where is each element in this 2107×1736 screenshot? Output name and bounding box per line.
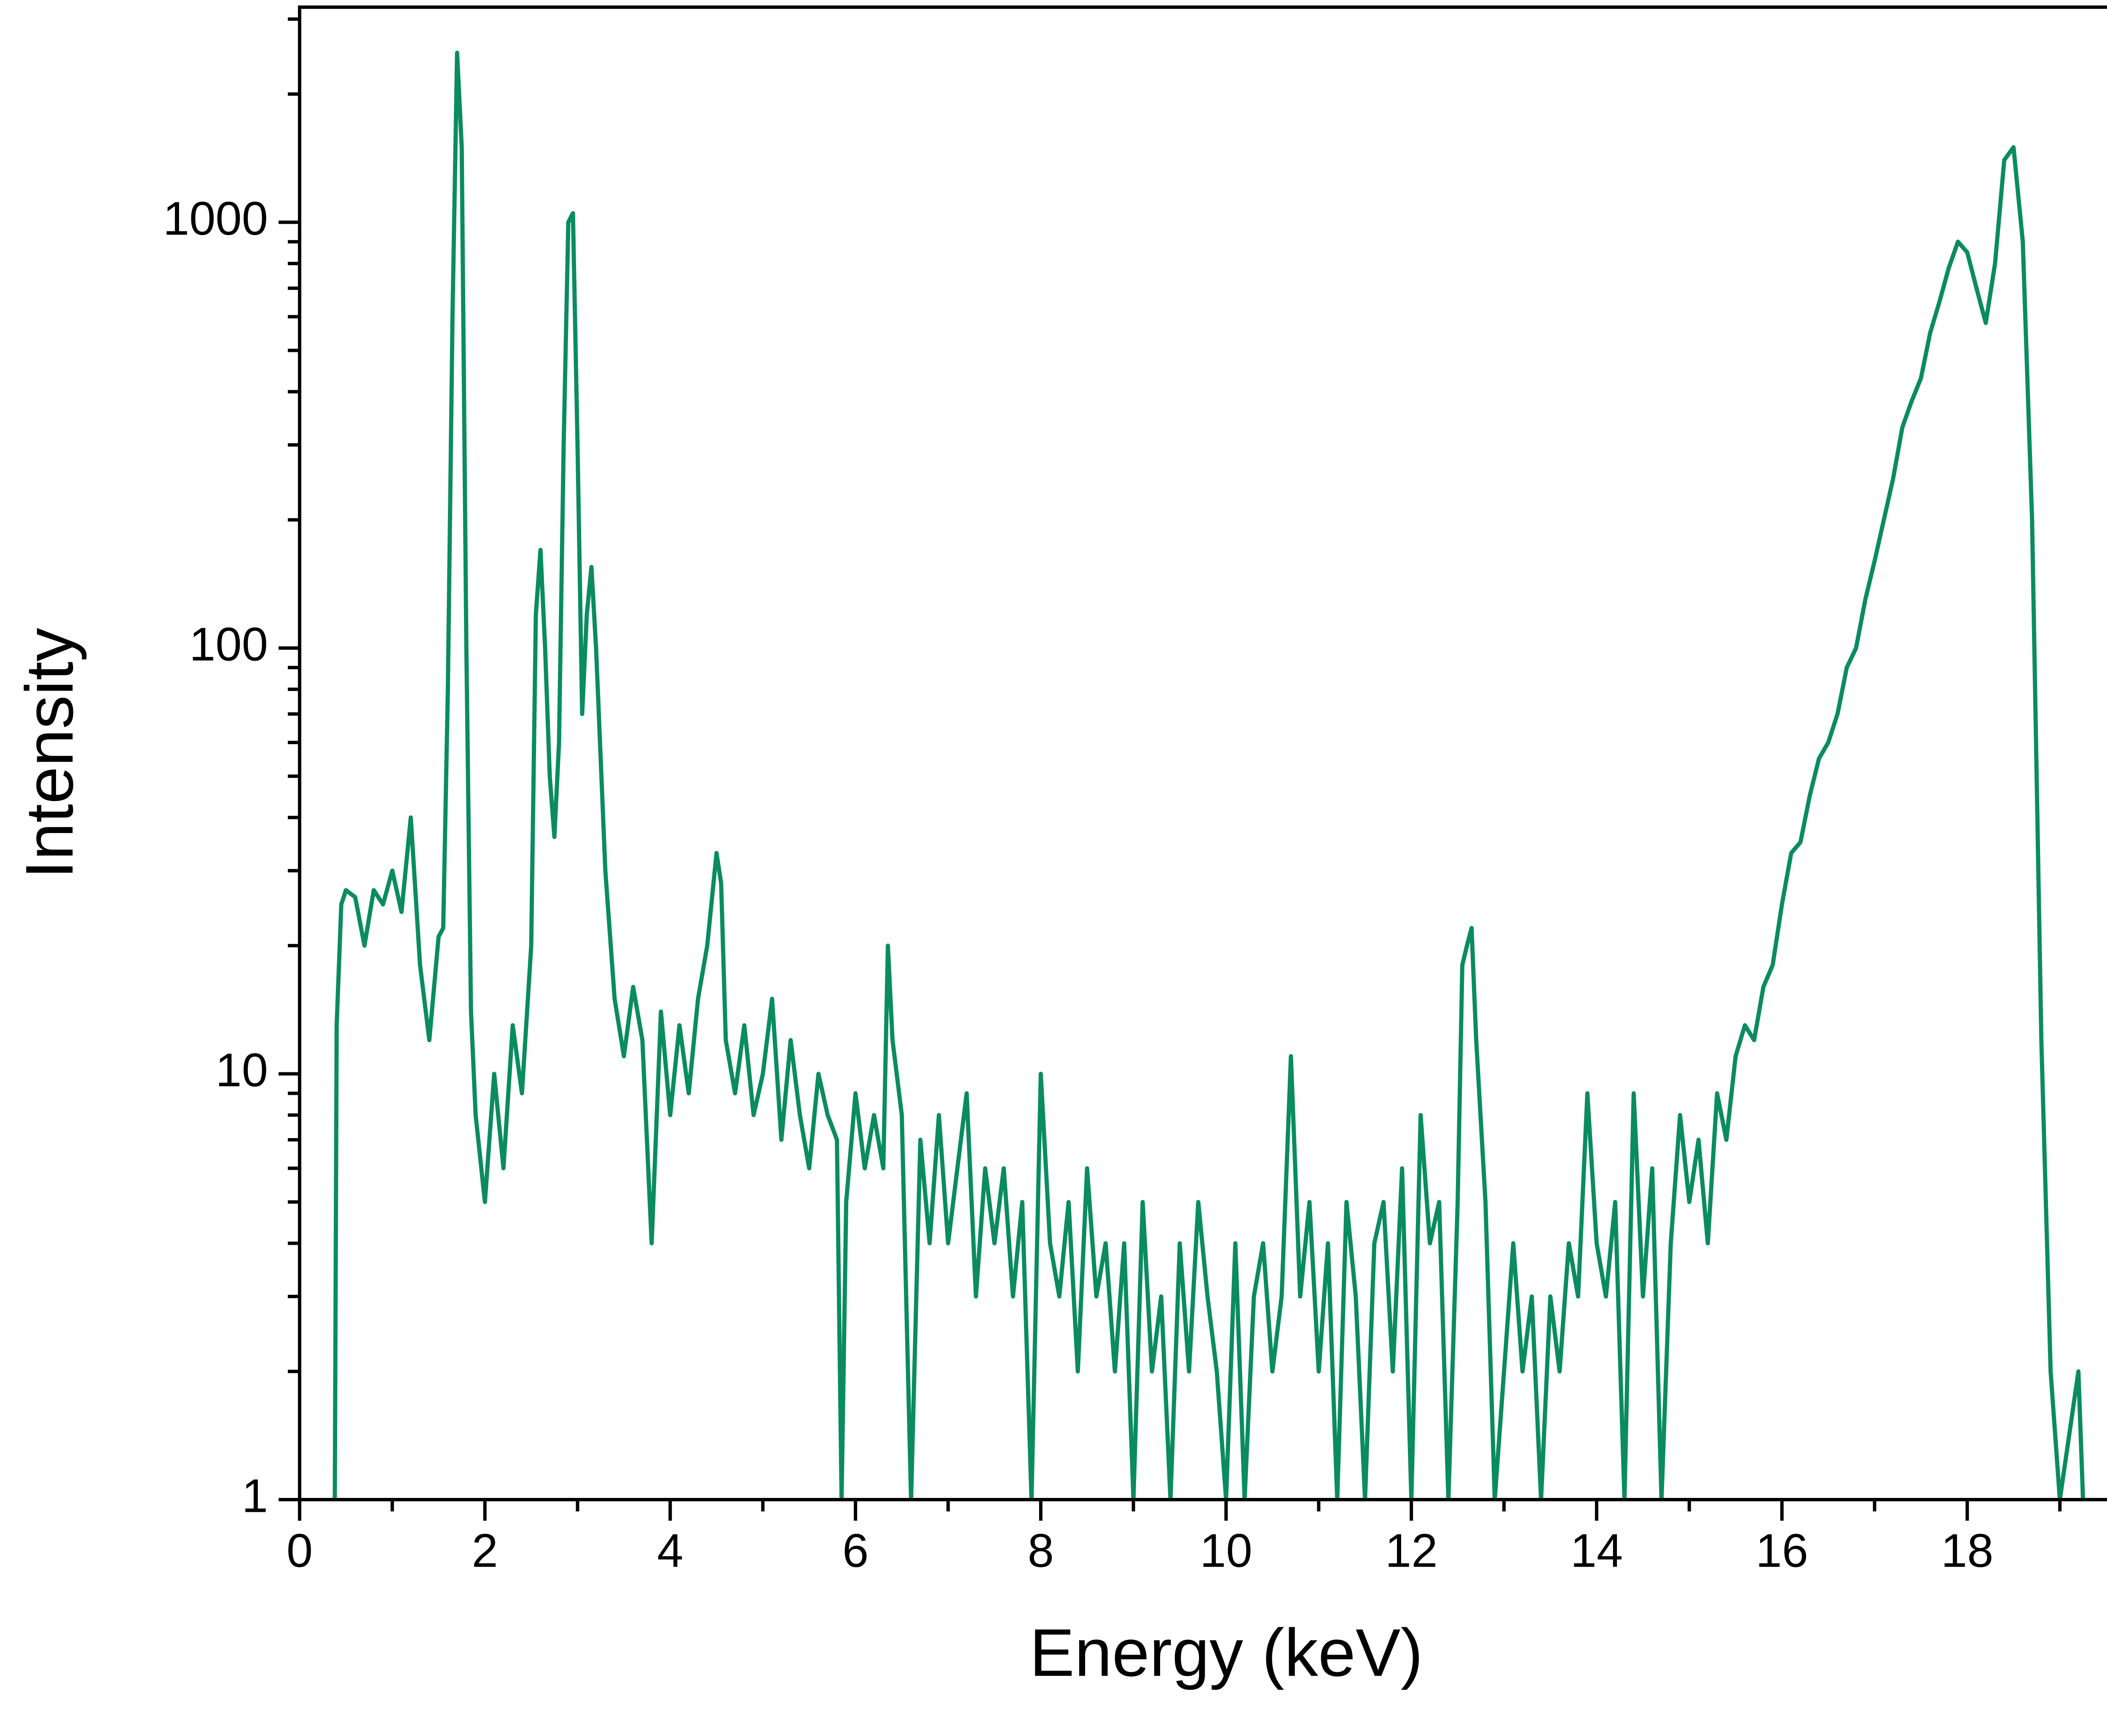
y-axis-title: Intensity: [11, 628, 87, 879]
x-tick-label: 18: [1941, 1524, 1994, 1577]
x-axis-title: Energy (keV): [1029, 1615, 1423, 1690]
y-tick-label: 1000: [163, 192, 268, 245]
x-tick-label: 14: [1571, 1524, 1623, 1577]
y-tick-label: 1: [242, 1470, 268, 1522]
x-tick-label: 12: [1385, 1524, 1438, 1577]
x-tick-label: 0: [287, 1524, 313, 1577]
x-tick-label: 8: [1028, 1524, 1054, 1577]
x-tick-label: 16: [1756, 1524, 1808, 1577]
y-tick-label: 10: [215, 1044, 268, 1096]
spectrum-line: [332, 51, 2086, 1500]
plot-frame: [298, 5, 2107, 1501]
x-tick-label: 6: [842, 1524, 869, 1577]
x-tick-label: 10: [1200, 1524, 1252, 1577]
y-tick-label: 100: [189, 618, 268, 671]
x-tick-label: 2: [472, 1524, 498, 1577]
x-tick-label: 4: [657, 1524, 683, 1577]
plot-area: [332, 51, 2086, 1500]
